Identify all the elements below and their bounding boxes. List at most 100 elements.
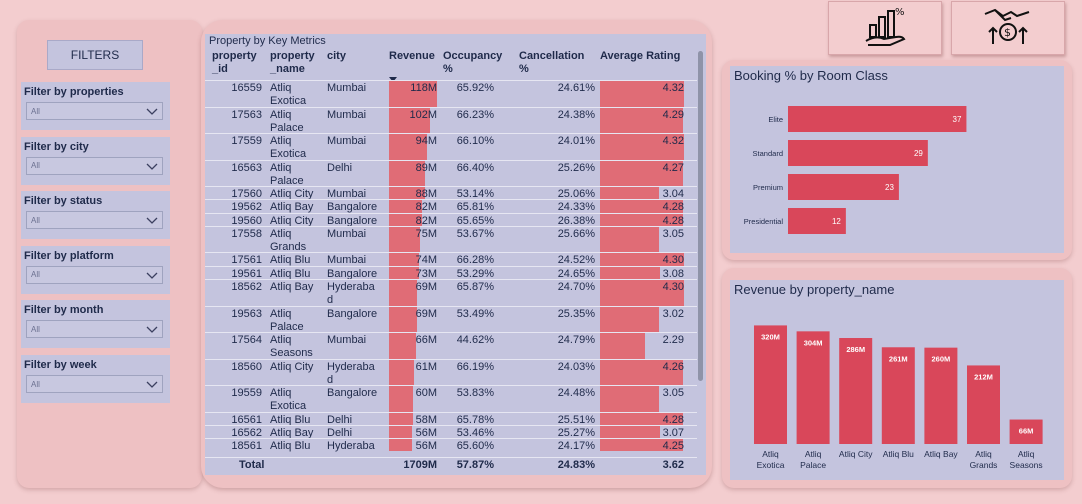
revenue-data-bar xyxy=(389,412,413,425)
cell-revenue: 69M xyxy=(415,281,437,293)
chevron-down-icon[interactable] xyxy=(146,269,158,281)
table-row[interactable]: 19559 Atliq Exotica Bangalore 60M 53.83% 24.4… xyxy=(205,385,697,412)
cell-average-rating: 4.30 xyxy=(662,254,684,267)
table-row[interactable]: 19562 Atliq Bay Bangalore 82M 65.81% 24.33% 4.… xyxy=(205,199,697,214)
business-growth-button[interactable]: % xyxy=(828,1,942,55)
cell-city: Bangalore xyxy=(327,214,378,227)
cell-average-rating: 3.05 xyxy=(662,227,684,240)
filter-card: Filter by city All xyxy=(21,136,170,185)
cell-property-name: Atliq Palace xyxy=(270,161,304,187)
cell-property-id: 19562 xyxy=(231,201,262,214)
filter-card: Filter by properties All xyxy=(21,82,170,130)
cell-revenue: 73M xyxy=(415,267,437,280)
cell-property-id: 19561 xyxy=(231,267,262,280)
revenue-property-chart: Revenue by property_name 320M Atliq Exotic… xyxy=(730,280,1064,480)
cell-property-name: Atliq Blu xyxy=(270,267,311,280)
cell-city: Hyderaba xyxy=(327,440,375,453)
table-row[interactable]: 19563 Atliq Palace Bangalore 69M 53.49% 25.35… xyxy=(205,305,697,333)
header-city[interactable]: city xyxy=(327,50,346,62)
filter-dropdown[interactable]: All xyxy=(26,375,163,393)
table-row[interactable]: 16563 Atliq Palace Delhi 89M 66.40% 25.26% 4.2… xyxy=(205,159,697,187)
header-property-name[interactable]: property _name xyxy=(270,50,315,75)
cell-city: Delhi xyxy=(327,161,353,174)
filter-dropdown[interactable]: All xyxy=(26,102,163,120)
cell-occupancy: 65.78% xyxy=(456,413,494,426)
money-handshake-icon: $ xyxy=(981,4,1035,53)
chevron-down-icon[interactable] xyxy=(146,160,158,172)
money-handshake-button[interactable]: $ xyxy=(951,1,1065,55)
cell-occupancy: 65.60% xyxy=(456,440,494,453)
table-row[interactable]: 17564 Atliq Seasons Mumbai 66M 44.62% 24.79% 2… xyxy=(205,332,697,359)
filter-dropdown[interactable]: All xyxy=(26,211,163,230)
table-row[interactable]: 17560 Atliq City Mumbai 88M 53.14% 25.06% 3.04 xyxy=(205,186,697,200)
filter-dropdown[interactable]: All xyxy=(26,156,163,175)
cell-average-rating: 3.07 xyxy=(662,426,684,439)
cell-city: Bangalore xyxy=(327,267,378,280)
filter-dropdown[interactable]: All xyxy=(26,320,163,339)
chevron-down-icon[interactable] xyxy=(146,323,158,335)
sort-descending-icon[interactable] xyxy=(389,77,397,82)
cell-city: Mumbai xyxy=(327,135,367,147)
cell-average-rating: 4.28 xyxy=(662,201,684,214)
cell-cancellation: 25.26% xyxy=(557,161,595,174)
cell-average-rating: 4.25 xyxy=(662,440,684,453)
cell-average-rating: 4.32 xyxy=(662,135,684,147)
header-cancellation[interactable]: Cancellation % xyxy=(519,50,585,75)
cell-average-rating: 3.02 xyxy=(662,307,684,320)
cell-average-rating: 4.27 xyxy=(662,161,684,174)
bar xyxy=(796,331,830,444)
data-label: 304M xyxy=(804,338,823,347)
cell-property-id: 18560 xyxy=(231,360,262,373)
cell-property-name: Atliq Seasons xyxy=(270,334,313,359)
table-row[interactable]: 17563 Atliq Palace Mumbai 102M 66.23% 24.38% 4… xyxy=(205,106,697,134)
total-label: Total xyxy=(239,459,265,471)
cell-occupancy: 65.65% xyxy=(456,214,494,227)
cell-revenue: 69M xyxy=(415,307,437,320)
bar xyxy=(924,347,958,444)
cell-property-name: Atliq City xyxy=(270,188,314,200)
vertical-scrollbar[interactable] xyxy=(697,49,704,471)
header-property-id[interactable]: property _id xyxy=(212,50,257,75)
table-row[interactable]: 18562 Atliq Bay Hyderaba d 69M 65.87% 24.70% 4… xyxy=(205,279,697,306)
table-row[interactable]: 16561 Atliq Blu Delhi 58M 65.78% 25.51% 4.28 xyxy=(205,411,697,426)
cell-city: Mumbai xyxy=(327,108,367,121)
rating-data-bar xyxy=(600,280,684,306)
cell-property-name: Atliq Blu xyxy=(270,413,311,426)
cell-revenue: 94M xyxy=(415,135,437,147)
cell-property-id: 19559 xyxy=(231,387,262,399)
cell-revenue: 61M xyxy=(415,360,437,373)
table-row[interactable]: 17558 Atliq Grands Mumbai 75M 53.67% 25.66% 3.… xyxy=(205,225,697,253)
table-row[interactable]: 17561 Atliq Blu Mumbai 74M 66.28% 24.52% 4.30 xyxy=(205,252,697,267)
table-row[interactable]: 18561 Atliq Blu Hyderaba 56M 65.60% 24.17% 4.2… xyxy=(205,438,697,453)
table-row[interactable]: 17559 Atliq Exotica Mumbai 94M 66.10% 24.01% 4… xyxy=(205,133,697,160)
cell-revenue: 82M xyxy=(415,214,437,227)
rating-data-bar xyxy=(600,359,683,385)
chevron-down-icon[interactable] xyxy=(146,105,158,117)
scrollbar-thumb[interactable] xyxy=(698,51,703,381)
cell-average-rating: 4.29 xyxy=(662,108,684,121)
cell-cancellation: 24.52% xyxy=(557,254,595,267)
revenue-data-bar xyxy=(389,160,426,186)
table-row[interactable]: 19560 Atliq City Bangalore 82M 65.65% 26.38% 4… xyxy=(205,212,697,227)
header-revenue[interactable]: Revenue xyxy=(389,50,435,62)
table-row[interactable]: 18560 Atliq City Hyderaba d 61M 66.19% 24.03%… xyxy=(205,358,697,386)
revenue-data-bar xyxy=(389,187,425,200)
filter-card: Filter by week All xyxy=(21,355,170,403)
header-occupancy[interactable]: Occupancy % xyxy=(443,50,503,75)
cell-cancellation: 24.70% xyxy=(557,281,595,293)
cell-revenue: 60M xyxy=(415,387,437,399)
bar xyxy=(788,106,967,132)
filter-dropdown[interactable]: All xyxy=(26,265,163,284)
cell-occupancy: 44.62% xyxy=(456,334,494,346)
revenue-data-bar xyxy=(389,134,428,160)
table-row[interactable]: 19561 Atliq Blu Bangalore 73M 53.29% 24.65% 3.… xyxy=(205,265,697,280)
revenue-data-bar xyxy=(389,333,416,359)
header-average-rating[interactable]: Average Rating xyxy=(600,50,681,62)
booking-room-class-chart: Booking % by Room Class Elite 37 Standard 2… xyxy=(730,66,1064,253)
chevron-down-icon[interactable] xyxy=(146,378,158,390)
chevron-down-icon[interactable] xyxy=(146,214,158,226)
table-row[interactable]: 16562 Atliq Bay Delhi 56M 53.46% 25.27% 3.07 xyxy=(205,424,697,439)
table-row[interactable]: 16559 Atliq Exotica Mumbai 118M 65.92% 24.61%… xyxy=(205,80,697,107)
cell-property-name: Atliq Palace xyxy=(270,307,304,333)
cell-occupancy: 66.19% xyxy=(456,360,494,373)
